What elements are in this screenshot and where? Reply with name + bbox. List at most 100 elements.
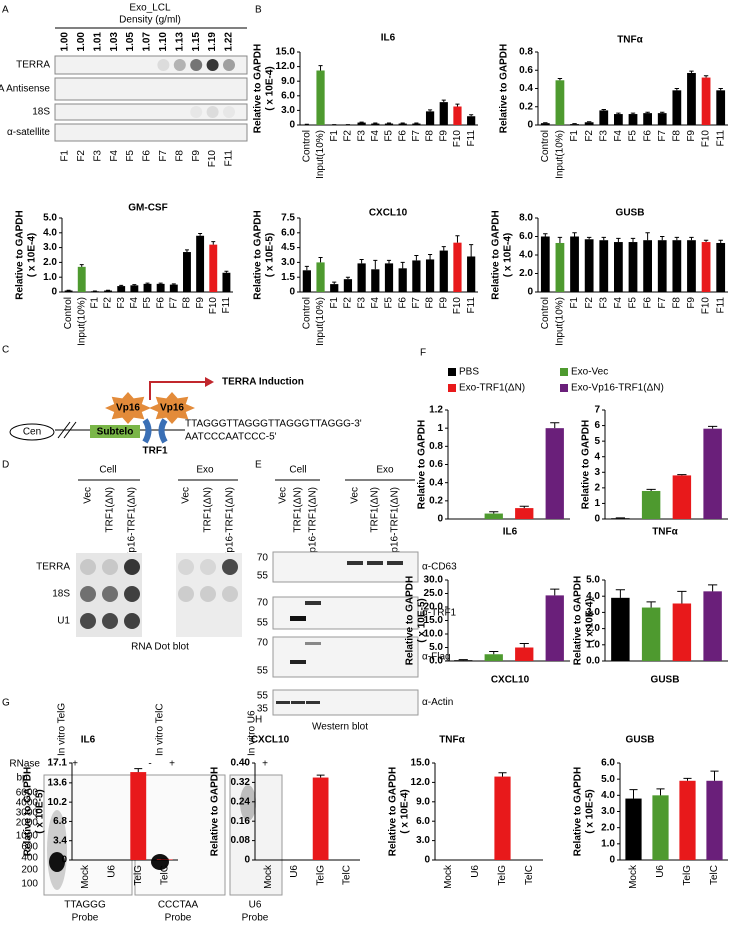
legend-swatch: [560, 384, 568, 392]
blot-spot: [178, 559, 194, 575]
x-tick-label: F5: [628, 130, 639, 142]
bar: [584, 122, 594, 125]
x-tick-label: F1: [569, 297, 580, 309]
bar: [196, 235, 205, 292]
bar: [584, 239, 594, 292]
arrow-head: [205, 377, 214, 387]
blot-spot: [190, 59, 203, 71]
x-tick-label: F5: [628, 297, 639, 309]
bar: [716, 242, 726, 292]
legend-label: Exo-TRF1(ΔN): [459, 383, 525, 394]
bar: [515, 647, 534, 661]
marker-label: 55: [257, 618, 269, 629]
blot-spot: [157, 59, 170, 71]
bar: [412, 260, 421, 292]
gel-band: [49, 852, 65, 872]
error-bar: [630, 237, 636, 243]
subtelo-label: Subtelo: [97, 427, 134, 438]
y-tick-label: 0: [437, 514, 443, 525]
y-tick-label: 20.0: [424, 602, 444, 613]
error-bar: [316, 774, 325, 778]
error-bar: [359, 258, 364, 264]
y-tick-label: 4: [594, 451, 600, 462]
bar: [672, 240, 682, 292]
size-label: 100: [21, 879, 38, 890]
lane-label: In vitro TelG: [57, 703, 68, 756]
y-tick-label: 9.0: [416, 796, 430, 807]
bar: [540, 236, 550, 292]
blot-spot: [178, 586, 194, 602]
induction-label: TERRA Induction: [222, 377, 304, 388]
bar: [625, 798, 642, 860]
legend-label: PBS: [459, 367, 479, 378]
marker-label: 70: [257, 638, 269, 649]
bar: [611, 597, 630, 661]
y-tick-label: 5.0: [429, 642, 443, 653]
row-label: TERRA: [36, 562, 70, 573]
y-tick-label: 30.0: [424, 575, 444, 586]
x-tick-label: F7: [657, 297, 668, 309]
bar: [169, 284, 178, 292]
y-tick-label: 0.4: [429, 477, 443, 488]
blot-spot: [80, 586, 96, 602]
error-bar: [656, 788, 665, 796]
vp16-shape: [149, 392, 195, 424]
panel-letter: F: [420, 348, 426, 359]
row-label: TERRA Antisense: [0, 84, 50, 95]
y-axis-label: Relative to GAPDH: [23, 767, 34, 856]
group-label: Exo: [196, 465, 214, 476]
bar: [312, 777, 329, 860]
gel-smear: [240, 785, 256, 821]
y-tick-label: 6.8: [53, 816, 67, 827]
y-tick-label: 4.5: [281, 242, 295, 253]
y-tick-label: 12.0: [276, 61, 296, 72]
bar: [398, 123, 407, 125]
bar: [156, 283, 165, 292]
x-tick-label: Input(10%): [315, 297, 326, 346]
y-tick-label: 0: [424, 855, 430, 866]
error-bar: [543, 233, 548, 237]
gel: [134, 774, 226, 896]
size-label: 200: [21, 865, 38, 876]
line: [63, 421, 77, 439]
error-bar: [660, 111, 665, 114]
y-tick-label: 4.0: [601, 790, 615, 801]
sign-label: -: [243, 759, 246, 770]
band: [276, 701, 290, 704]
x-tick-label: F9: [195, 297, 206, 309]
y-tick-label: 2.0: [43, 257, 57, 268]
bar: [672, 603, 692, 661]
y-tick-label: 0.0: [586, 656, 600, 667]
blot-spot: [223, 59, 235, 71]
lane-label: Vp16-TRF1(ΔN): [390, 487, 401, 559]
sign-label: +: [262, 759, 268, 770]
y-tick-label: 0.16: [231, 816, 251, 827]
bar: [439, 102, 448, 125]
band: [306, 701, 320, 704]
y-tick-label: 6.0: [281, 227, 295, 238]
bar: [555, 242, 565, 292]
error-bar: [441, 99, 446, 103]
error-bar: [601, 236, 606, 241]
sign-label: -: [53, 759, 56, 770]
error-bar: [646, 601, 656, 608]
x-tick-label: F4: [370, 297, 381, 309]
blot-spot: [102, 613, 118, 629]
x-tick-label: Control: [63, 297, 74, 329]
bar: [130, 772, 147, 860]
panel-subtitle: Density (g/ml): [119, 15, 181, 26]
bar: [316, 70, 325, 125]
x-tick-label: F9: [686, 130, 697, 142]
error-bar: [171, 283, 176, 285]
fraction-label: F9: [191, 150, 202, 162]
error-bar: [304, 265, 309, 271]
blot-spot: [206, 106, 219, 118]
error-bar: [132, 284, 137, 286]
x-tick-label: F10: [701, 297, 712, 315]
gel: [43, 774, 133, 896]
x-tick-label: U6: [289, 865, 300, 878]
error-bar: [718, 239, 723, 243]
bar: [453, 242, 462, 292]
chart-title: TNFα: [439, 735, 465, 746]
x-tick-label: U6: [470, 865, 481, 878]
